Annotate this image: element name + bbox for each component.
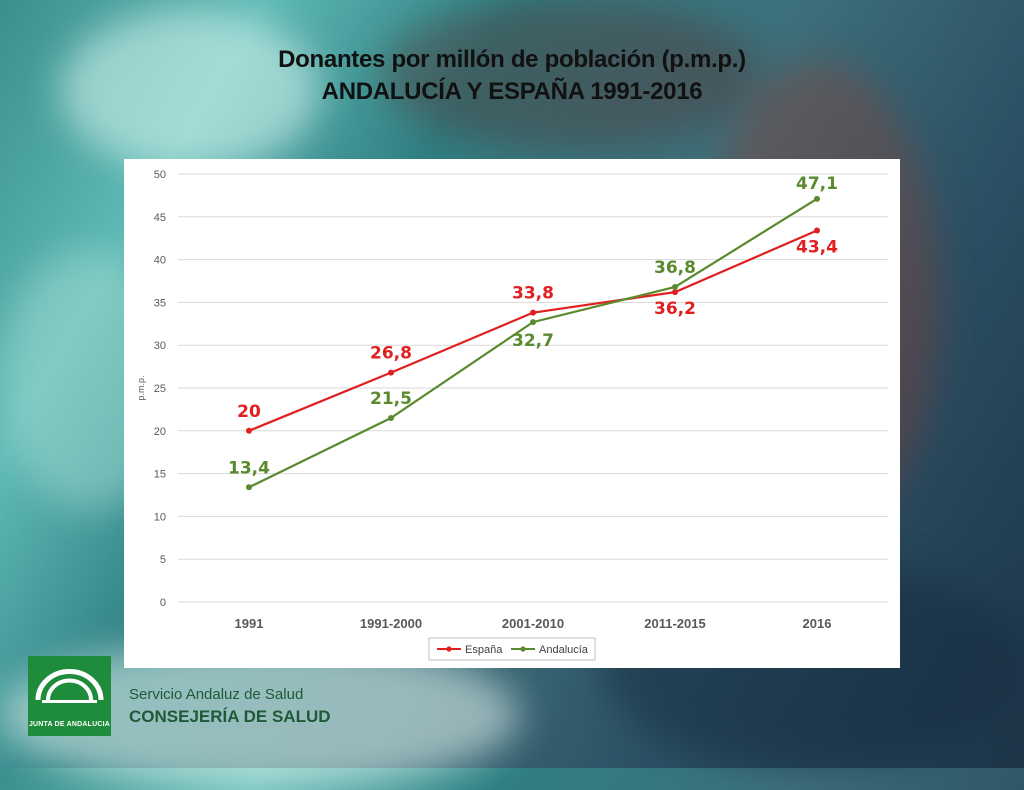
slide-titles: Donantes por millón de población (p.m.p.… [0, 46, 1024, 106]
data-point [246, 484, 252, 491]
background-ceiling-blob [380, 0, 760, 150]
data-point [246, 427, 252, 434]
x-tick-label: 2001-2010 [502, 616, 564, 631]
data-label: 26,8 [370, 344, 412, 364]
slide-subtitle: ANDALUCÍA Y ESPAÑA 1991-2016 [321, 78, 703, 105]
y-tick-label: 25 [154, 383, 166, 395]
org-name: Servicio Andaluz de Salud [129, 686, 304, 703]
data-label: 21,5 [370, 389, 412, 409]
data-point [388, 414, 394, 421]
org-department: CONSEJERÍA DE SALUD [129, 707, 331, 726]
y-tick-label: 10 [154, 511, 166, 523]
data-label: 13,4 [228, 458, 270, 478]
chart-svg: 0 5 10 15 20 25 30 35 40 45 50 p.m.p. 1991 1991-2000 2… [136, 169, 888, 661]
legend-marker [446, 646, 452, 652]
data-label: 20 [237, 402, 261, 422]
data-label: 36,8 [654, 258, 696, 278]
y-tick-label: 30 [154, 340, 166, 352]
logo-text: JUNTA DE ANDALUCIA [28, 721, 111, 728]
data-point [530, 319, 536, 326]
line-chart: 0 5 10 15 20 25 30 35 40 45 50 p.m.p. 1991 1991-2000 2… [124, 159, 900, 668]
y-tick-label: 0 [160, 597, 166, 609]
data-label: 47,1 [796, 174, 838, 194]
x-tick-label: 1991-2000 [360, 616, 422, 631]
data-point [672, 289, 678, 296]
data-point [530, 309, 536, 316]
background-light-blob [60, 10, 320, 170]
y-tick-label: 5 [160, 554, 166, 566]
y-tick-label: 45 [154, 212, 166, 224]
legend-marker [520, 646, 526, 652]
junta-andalucia-logo: JUNTA DE ANDALUCIA [28, 656, 111, 736]
data-label: 32,7 [512, 331, 554, 351]
legend-label: Andalucía [539, 644, 589, 656]
data-point [814, 227, 820, 234]
data-point [672, 283, 678, 290]
x-tick-label: 2016 [803, 616, 832, 631]
y-tick-label: 40 [154, 255, 166, 267]
data-label: 43,4 [796, 237, 838, 257]
x-tick-label: 2011-2015 [644, 616, 705, 631]
data-point [388, 369, 394, 376]
y-tick-label: 15 [154, 469, 166, 481]
legend-label: España [465, 644, 503, 656]
logo-arch-icon [35, 669, 104, 703]
y-axis-label: p.m.p. [136, 375, 146, 400]
data-label: 36,2 [654, 299, 696, 319]
x-tick-label: 1991 [235, 616, 264, 631]
slide-title: Donantes por millón de población (p.m.p.… [278, 46, 746, 73]
data-label: 33,8 [512, 284, 554, 304]
data-point [814, 195, 820, 202]
y-tick-label: 20 [154, 426, 166, 438]
y-tick-label: 35 [154, 297, 166, 309]
y-tick-label: 50 [154, 169, 166, 181]
